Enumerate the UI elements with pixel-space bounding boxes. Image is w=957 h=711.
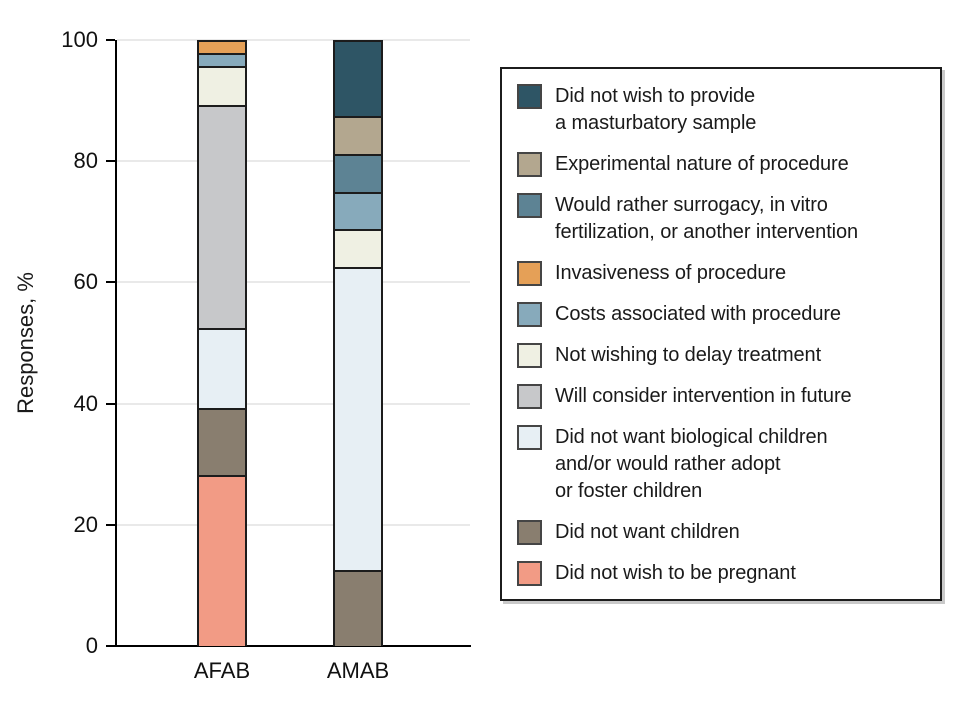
legend-label-no-children: Did not want children bbox=[555, 521, 740, 543]
legend-label-no-delay-treatment: Not wishing to delay treatment bbox=[555, 344, 822, 366]
bar-segment-invasiveness bbox=[197, 40, 247, 54]
y-tick-label: 60 bbox=[73, 269, 98, 295]
legend-label-no-biological-children: Did not want biological children and/or … bbox=[555, 426, 828, 502]
legend-swatch-no-masturbatory-sample bbox=[517, 84, 542, 109]
legend-swatch-consider-future bbox=[517, 384, 542, 409]
legend-item-no-delay-treatment: Not wishing to delay treatment bbox=[517, 342, 934, 369]
y-tick bbox=[106, 281, 115, 284]
y-tick bbox=[106, 523, 115, 526]
bar-segment-no-biological-children bbox=[333, 267, 383, 571]
y-tick-label: 0 bbox=[85, 633, 98, 658]
gridline bbox=[117, 39, 470, 41]
bar-segment-costs bbox=[197, 53, 247, 67]
legend-item-prefer-surrogacy-ivf: Would rather surrogacy, in vitro fertili… bbox=[517, 192, 934, 246]
legend-swatch-no-delay-treatment bbox=[517, 343, 542, 368]
legend-swatch-invasiveness bbox=[517, 261, 542, 286]
legend-swatch-prefer-surrogacy-ivf bbox=[517, 193, 542, 218]
gridline bbox=[117, 402, 470, 405]
legend-item-no-masturbatory-sample: Did not wish to provide a masturbatory s… bbox=[517, 83, 934, 137]
y-axis-title: Responses, % bbox=[13, 272, 38, 414]
legend-label-invasiveness: Invasiveness of procedure bbox=[555, 262, 786, 284]
bar-segment-no-delay-treatment bbox=[333, 229, 383, 268]
bar-segment-no-masturbatory-sample bbox=[333, 40, 383, 116]
gridline bbox=[117, 281, 470, 284]
y-axis-line bbox=[115, 40, 117, 647]
legend-label-experimental-nature: Experimental nature of procedure bbox=[555, 153, 849, 175]
y-tick-label: 40 bbox=[73, 390, 98, 416]
legend-swatch-no-biological-children bbox=[517, 425, 542, 450]
legend-swatch-costs bbox=[517, 302, 542, 327]
bar-segment-no-biological-children bbox=[197, 328, 247, 408]
bar-segment-experimental-nature bbox=[333, 115, 383, 154]
y-tick-label: 80 bbox=[73, 148, 98, 174]
y-tick-label: 100 bbox=[61, 27, 98, 52]
legend-swatch-no-children bbox=[517, 520, 542, 545]
legend-swatch-experimental-nature bbox=[517, 152, 542, 177]
y-tick bbox=[106, 645, 115, 647]
gridline bbox=[117, 523, 470, 526]
bar-segment-no-pregnancy bbox=[197, 475, 247, 646]
gridline bbox=[117, 160, 470, 163]
legend-item-no-children: Did not want children bbox=[517, 519, 934, 546]
bar-segment-costs bbox=[333, 191, 383, 230]
legend-swatch-no-pregnancy bbox=[517, 561, 542, 586]
y-tick bbox=[106, 39, 115, 41]
y-tick-label: 20 bbox=[73, 511, 98, 537]
legend-item-invasiveness: Invasiveness of procedure bbox=[517, 260, 934, 287]
bar-segment-no-delay-treatment bbox=[197, 66, 247, 106]
bar-segment-no-children bbox=[197, 407, 247, 476]
bar-afab bbox=[197, 40, 247, 646]
bar-segment-consider-future bbox=[197, 105, 247, 329]
x-axis-label-afab: AFAB bbox=[193, 658, 251, 683]
legend-item-no-pregnancy: Did not wish to be pregnant bbox=[517, 560, 934, 587]
bar-segment-no-children bbox=[333, 570, 383, 646]
legend-label-prefer-surrogacy-ivf: Would rather surrogacy, in vitro fertili… bbox=[555, 194, 859, 243]
legend: Did not wish to provide a masturbatory s… bbox=[500, 67, 942, 601]
legend-label-costs: Costs associated with procedure bbox=[555, 303, 841, 325]
legend-item-experimental-nature: Experimental nature of procedure bbox=[517, 151, 934, 178]
x-axis-label-amab: AMAB bbox=[326, 658, 390, 683]
bar-segment-prefer-surrogacy-ivf bbox=[333, 153, 383, 192]
legend-label-consider-future: Will consider intervention in future bbox=[555, 385, 852, 407]
plot-area: Responses, % 0 20 40 60 80 100 AFAB AMAB bbox=[13, 27, 471, 683]
bar-amab bbox=[333, 40, 383, 646]
legend-item-no-biological-children: Did not want biological children and/or … bbox=[517, 424, 934, 505]
y-tick bbox=[106, 402, 115, 405]
y-tick bbox=[106, 160, 115, 163]
legend-label-no-masturbatory-sample: Did not wish to provide a masturbatory s… bbox=[555, 85, 757, 134]
legend-label-no-pregnancy: Did not wish to be pregnant bbox=[555, 562, 796, 584]
legend-item-costs: Costs associated with procedure bbox=[517, 301, 934, 328]
x-axis-line bbox=[115, 645, 471, 647]
legend-item-consider-future: Will consider intervention in future bbox=[517, 383, 934, 410]
